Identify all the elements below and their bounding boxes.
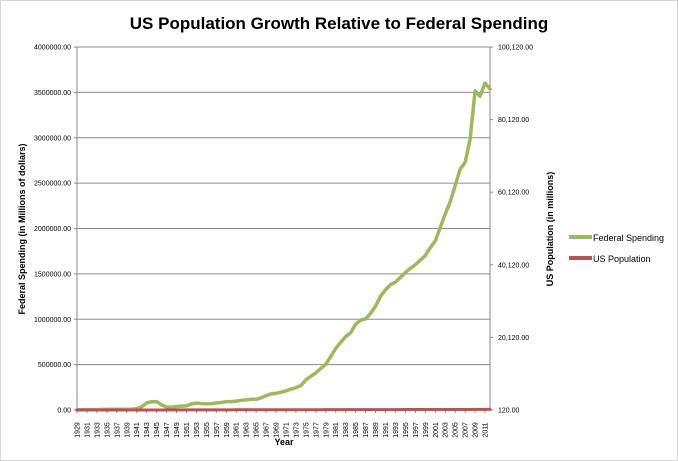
legend: Federal Spending US Population xyxy=(569,233,664,264)
x-tick-label: 1951 xyxy=(184,422,191,438)
y2-tick-label: 120.00 xyxy=(498,408,520,415)
x-tick-label: 1947 xyxy=(164,422,171,438)
x-tick-label: 1953 xyxy=(194,422,201,438)
x-tick-label: 1971 xyxy=(283,422,290,438)
x-tick-label: 2003 xyxy=(443,422,450,438)
x-tick-label: 1967 xyxy=(264,422,271,438)
x-tick-label: 1945 xyxy=(154,422,161,438)
y-tick-label: 2500000.00 xyxy=(34,181,71,188)
x-tick-label: 1965 xyxy=(254,422,261,438)
x-tick-label: 1977 xyxy=(313,422,320,438)
gridlines xyxy=(77,46,490,366)
y-axis-title: Federal Spending (in Millions of dollars… xyxy=(17,143,27,314)
x-tick-label: 1973 xyxy=(293,422,300,438)
x-tick-label: 2011 xyxy=(483,422,490,437)
x-tick-label: 1995 xyxy=(403,422,410,438)
x-tick-label: 1963 xyxy=(244,422,251,438)
x-tick-label: 1943 xyxy=(144,422,151,438)
legend-label-us-population: US Population xyxy=(593,254,651,264)
y-tick-label: 0.00 xyxy=(57,408,71,415)
y2-tick-label: 20,120.00 xyxy=(498,335,529,342)
legend-item-federal-spending: Federal Spending xyxy=(569,233,664,243)
right-y-tick-labels: 120.00 20,120.00 40,120.00 60,120.00 80,120.… xyxy=(490,45,533,415)
y-tick-label: 4000000.00 xyxy=(34,45,71,52)
y-tick-label: 3000000.00 xyxy=(34,135,71,142)
x-tick-label: 1949 xyxy=(174,422,181,438)
x-tick-label: 1961 xyxy=(234,422,241,438)
x-tick-label: 1997 xyxy=(413,422,420,438)
x-tick-label: 1989 xyxy=(373,422,380,438)
chart-title: US Population Growth Relative to Federal… xyxy=(130,14,548,33)
x-tick-label: 2005 xyxy=(453,422,460,438)
y2-tick-label: 80,120.00 xyxy=(498,117,529,124)
x-tick-label: 1933 xyxy=(94,422,101,438)
x-tick-label: 1983 xyxy=(343,422,350,438)
x-tick-label: 1999 xyxy=(423,422,430,438)
x-tick-label: 1959 xyxy=(224,422,231,438)
y-tick-label: 2000000.00 xyxy=(34,226,71,233)
x-tick-label: 1937 xyxy=(114,422,121,438)
data-series xyxy=(75,81,492,412)
y-tick-label: 500000.00 xyxy=(38,362,71,369)
x-tick-label: 1981 xyxy=(333,422,340,438)
y-tick-label: 3500000.00 xyxy=(34,90,71,97)
x-tick-label: 1935 xyxy=(104,422,111,438)
x-tick-label: 1991 xyxy=(383,422,390,438)
x-tick-label: 2007 xyxy=(463,422,470,438)
x-tick-labels: 1929 1931 1933 1935 1937 1939 1941 1943 1945 1947… xyxy=(75,410,490,438)
y2-axis-title: US Population (in millions) xyxy=(545,172,555,287)
x-tick-label: 1955 xyxy=(204,422,211,438)
x-tick-label: 1975 xyxy=(303,422,310,438)
legend-item-us-population: US Population xyxy=(569,254,651,264)
legend-label-federal-spending: Federal Spending xyxy=(593,233,664,243)
x-tick-label: 1939 xyxy=(124,422,131,438)
x-tick-label: 1957 xyxy=(214,422,221,438)
series-line-federal-spending xyxy=(75,81,492,412)
x-tick-label: 1993 xyxy=(393,422,400,438)
x-tick-label: 1979 xyxy=(323,422,330,438)
x-tick-label: 1985 xyxy=(353,422,360,438)
y2-tick-label: 100,120.00 xyxy=(498,45,533,52)
y2-tick-label: 60,120.00 xyxy=(498,190,529,197)
x-tick-label: 2009 xyxy=(473,422,480,438)
y-tick-label: 1000000.00 xyxy=(34,317,71,324)
y2-tick-label: 40,120.00 xyxy=(498,262,529,269)
x-tick-label: 1969 xyxy=(274,422,281,438)
x-axis-title: Year xyxy=(274,437,294,447)
y-tick-label: 1500000.00 xyxy=(34,271,71,278)
x-tick-label: 1931 xyxy=(84,422,91,438)
series-line-us-population xyxy=(75,407,492,412)
x-tick-label: 1987 xyxy=(363,422,370,438)
x-tick-label: 1941 xyxy=(134,422,141,438)
x-tick-label: 1929 xyxy=(75,422,82,438)
x-tick-label: 2001 xyxy=(433,422,440,438)
left-y-tick-labels: 0.00 500000.00 1000000.00 1500000.00 2000000… xyxy=(34,45,77,415)
